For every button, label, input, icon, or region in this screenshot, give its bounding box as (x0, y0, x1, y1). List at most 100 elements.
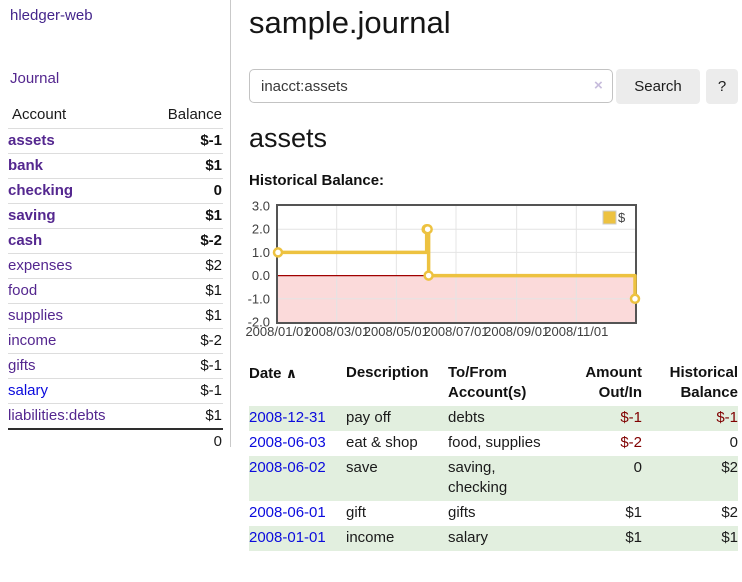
account-balance: $1 (205, 207, 222, 224)
y-axis-tick-label: -1.0 (248, 291, 270, 306)
account-row: expenses $2 (8, 254, 223, 279)
y-axis-tick-label: 2.0 (252, 222, 270, 237)
x-axis-tick-label: 2008/11/01 (544, 324, 608, 339)
transaction-date-link[interactable]: 2008-06-02 (249, 459, 326, 476)
transaction-accounts: salary (448, 529, 489, 546)
sidebar-account-salary[interactable]: salary (8, 382, 49, 399)
account-balance: 0 (213, 182, 222, 199)
historical-balance-chart: $3.0 2.0 1.0 0.0 -1.0 -2.02008/01/012008/03/0… (245, 199, 641, 339)
accounts-total-row: 0 (8, 429, 223, 454)
account-balance: $-2 (200, 232, 222, 249)
transaction-balance: $-1 (716, 409, 738, 426)
y-axis-tick-label: 0.0 (252, 268, 270, 283)
account-balance: $1 (205, 307, 222, 324)
transaction-balance: 0 (729, 434, 738, 451)
transaction-balance: $2 (721, 504, 738, 521)
transaction-description: save (346, 459, 378, 476)
account-row: saving $1 (8, 204, 223, 229)
sidebar-account-saving[interactable]: saving (8, 207, 56, 224)
clear-search-icon[interactable]: × (594, 77, 603, 94)
account-heading: assets (249, 123, 328, 153)
sidebar-account-expenses[interactable]: expenses (8, 257, 73, 274)
x-axis-tick-label: 2008/01/01 (245, 324, 310, 339)
col-header-accounts: To/From Account(s) (448, 364, 527, 401)
transaction-description: eat & shop (346, 434, 418, 451)
search-input[interactable] (249, 69, 613, 103)
y-axis-tick-label: -2.0 (248, 315, 270, 330)
transaction-date-link[interactable]: 2008-06-01 (249, 504, 326, 521)
transaction-amount: $-2 (620, 434, 642, 451)
transaction-balance: $1 (721, 529, 738, 546)
account-row: checking 0 (8, 179, 223, 204)
col-header-balance: Historical Balance (669, 364, 738, 401)
legend-swatch (602, 210, 617, 225)
sidebar: hledger-web Journal Account Balance asse… (0, 0, 231, 450)
transaction-balance: $2 (721, 459, 738, 476)
transaction-accounts: debts (448, 409, 485, 426)
account-column-header: Account (12, 106, 67, 123)
transaction-amount: $1 (625, 529, 642, 546)
y-axis-tick-label: 1.0 (252, 245, 270, 260)
sidebar-item-journal[interactable]: Journal (10, 70, 60, 87)
sort-ascending-icon: ∧ (285, 365, 298, 381)
register-row: 2008-06-02 save saving, checking 0 $2 (249, 456, 738, 501)
sidebar-account-income[interactable]: income (8, 332, 57, 349)
account-row: income $-2 (8, 329, 223, 354)
account-row: salary $-1 (8, 379, 223, 404)
sidebar-account-bank[interactable]: bank (8, 157, 44, 174)
sidebar-account-gifts[interactable]: gifts (8, 357, 36, 374)
account-balance: $-1 (200, 382, 222, 399)
sidebar-account-checking[interactable]: checking (8, 182, 74, 199)
account-row: gifts $-1 (8, 354, 223, 379)
col-header-description: Description (346, 364, 429, 381)
register-table: Date ∧ Description To/From Account(s) Am… (249, 361, 738, 551)
account-balance: $-1 (200, 357, 222, 374)
transaction-amount: 0 (633, 459, 642, 476)
page-title: sample.journal (249, 5, 451, 40)
register-header-row: Date ∧ Description To/From Account(s) Am… (249, 361, 738, 406)
x-axis-tick-label: 2008/05/01 (364, 324, 429, 339)
transaction-amount: $-1 (620, 409, 642, 426)
x-axis-tick-label: 2008/09/01 (484, 324, 549, 339)
sidebar-account-cash[interactable]: cash (8, 232, 43, 249)
sidebar-account-food[interactable]: food (8, 282, 38, 299)
register-row: 2008-06-03 eat & shop food, supplies $-2 0 (249, 431, 738, 456)
sidebar-account-liabilities-debts[interactable]: liabilities:debts (8, 407, 106, 424)
account-row: food $1 (8, 279, 223, 304)
transaction-description: gift (346, 504, 367, 521)
accounts-table: Account Balance assets $-1 bank $1 checking 0… (8, 102, 223, 454)
register-row: 2008-06-01 gift gifts $1 $2 (249, 501, 738, 526)
account-row: cash $-2 (8, 229, 223, 254)
account-balance: $1 (205, 407, 222, 424)
account-balance: $2 (205, 257, 222, 274)
account-balance: $-1 (200, 132, 222, 149)
transaction-date-link[interactable]: 2008-06-03 (249, 434, 326, 451)
sidebar-account-assets[interactable]: assets (8, 132, 55, 149)
brand-link[interactable]: hledger-web (10, 7, 93, 24)
account-balance: $1 (205, 157, 222, 174)
search-button[interactable]: Search (616, 69, 700, 104)
x-axis-tick-label: 2008/07/01 (423, 324, 488, 339)
balance-column-header: Balance (167, 106, 222, 123)
transaction-accounts: saving, checking (448, 459, 508, 496)
x-axis-tick-label: 2008/03/01 (304, 324, 369, 339)
transaction-accounts: food, supplies (448, 434, 541, 451)
account-row: supplies $1 (8, 304, 223, 329)
transaction-accounts: gifts (448, 504, 476, 521)
help-button[interactable]: ? (706, 69, 738, 104)
account-balance: $1 (205, 282, 222, 299)
y-axis-tick-label: 3.0 (252, 199, 270, 214)
accounts-total-value: 0 (213, 433, 222, 450)
transaction-date-link[interactable]: 2008-12-31 (249, 409, 326, 426)
transaction-amount: $1 (625, 504, 642, 521)
account-row: bank $1 (8, 154, 223, 179)
sidebar-account-supplies[interactable]: supplies (8, 307, 64, 324)
register-row: 2008-01-01 income salary $1 $1 (249, 526, 738, 551)
register-row: 2008-12-31 pay off debts $-1 $-1 (249, 406, 738, 431)
account-row: assets $-1 (8, 129, 223, 154)
transaction-date-link[interactable]: 2008-01-01 (249, 529, 326, 546)
date-header-label: Date (249, 365, 282, 382)
col-header-amount: Amount Out/In (585, 364, 642, 401)
transaction-description: income (346, 529, 395, 546)
col-header-date[interactable]: Date ∧ (249, 361, 346, 406)
